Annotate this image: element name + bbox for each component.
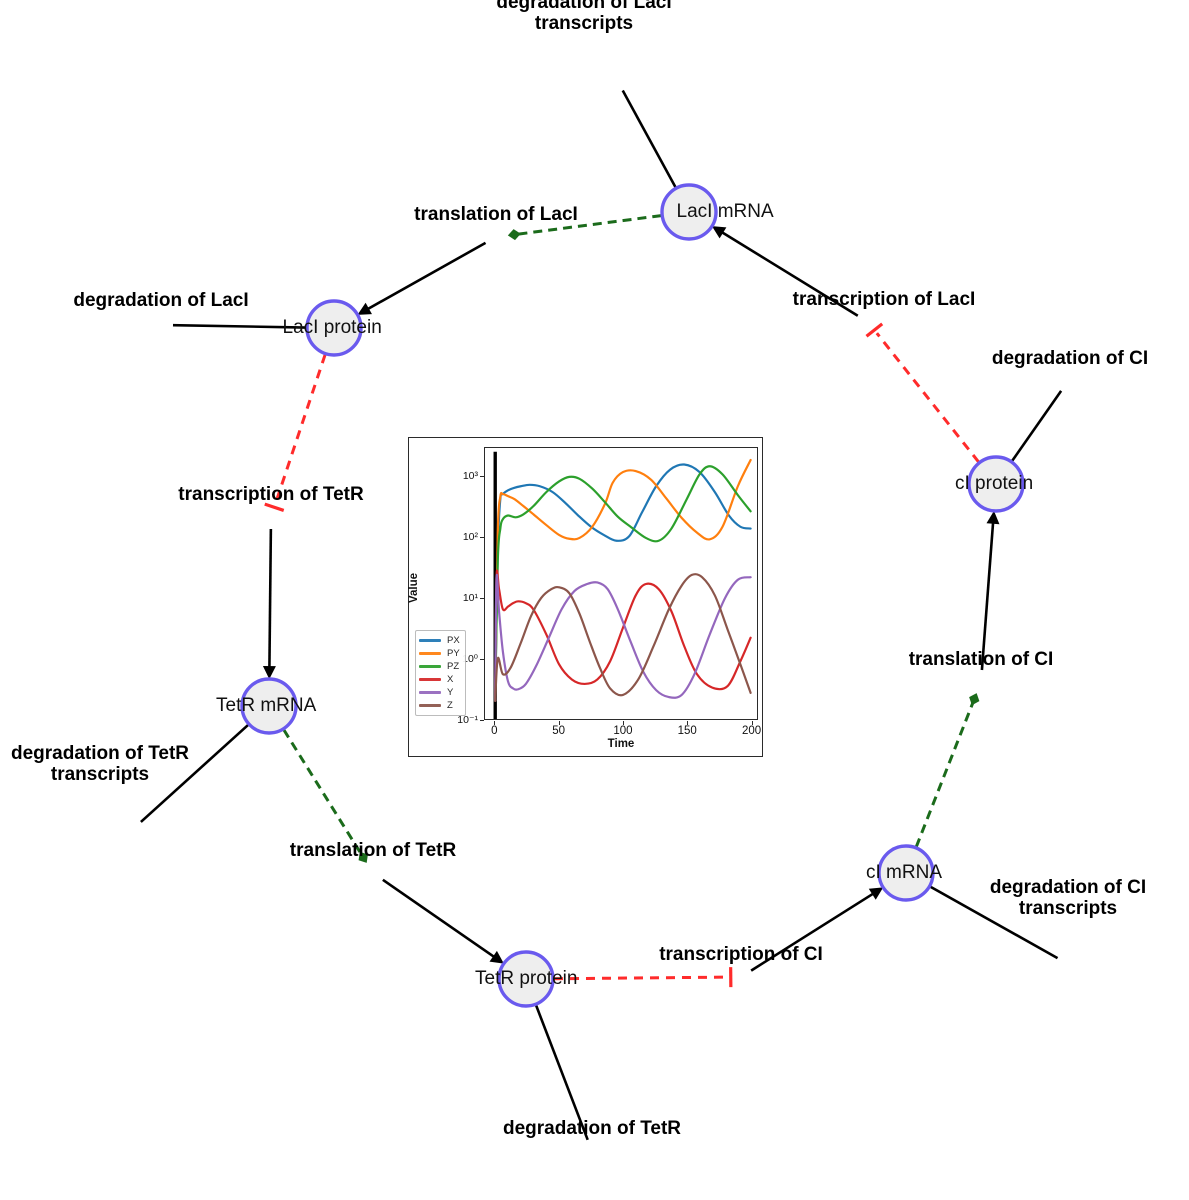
plot-y-tickmark [480,598,484,600]
plot-legend-item: PX [419,634,460,647]
edge-substrate [750,887,884,972]
plot-legend-swatch [419,665,441,668]
plot-series-layer [493,451,752,719]
plot-legend-swatch [419,639,441,642]
plot-legend-item: PY [419,647,460,660]
plot-x-tick-label: 150 [677,725,697,737]
species-node[interactable] [967,455,1025,513]
plot-legend-swatch [419,691,441,694]
plot-x-tickmark [558,721,560,725]
plot-legend-swatch [419,652,441,655]
plot-legend: PX PY PZ X Y Z [415,630,466,716]
plot-x-tick-label: 100 [613,725,633,737]
edge-substrate [1010,390,1063,462]
plot-x-tickmark [751,721,753,725]
species-label: TetR mRNA [216,695,317,716]
plot-series-Y [494,573,752,702]
plot-legend-label: PY [447,648,460,659]
reaction-label: transcription of TetR [178,484,364,505]
reaction-label: transcription of CI [659,944,823,965]
plot-x-axis-label: Time [607,738,635,750]
reaction-label: transcription of LacI [792,289,976,310]
species-label: LacI protein [282,317,382,338]
plot-series-X [494,569,752,702]
plot-y-tickmark [480,659,484,661]
reaction-label: degradation of CI transcripts [989,877,1147,919]
plot-legend-label: Z [447,700,453,711]
edge-substrate [711,226,859,317]
plot-y-tickmark [480,537,484,539]
species-node[interactable] [240,677,298,735]
edge-activation [282,728,368,863]
plot-y-tick-label: 10¹ [462,592,478,605]
plot-series-PY [494,458,752,702]
plot-legend-item: PZ [419,660,460,673]
edge-activation [507,214,662,241]
edge-inhibition [553,967,733,988]
plot-series-Z [494,573,752,702]
species-label: cI protein [955,473,1034,494]
plot-x-tick-label: 50 [552,725,566,737]
reaction-label: translation of LacI [414,204,578,225]
plot-legend-item: X [419,673,460,686]
plot-axes-frame [484,447,758,720]
species-node[interactable] [660,183,718,241]
plot-legend-swatch [419,704,441,707]
species-label: TetR protein [475,968,578,989]
edge-substrate [382,878,504,964]
reaction-label: translation of TetR [289,840,457,861]
plot-x-tickmark [687,721,689,725]
plot-x-tickmark [494,721,496,725]
plot-x-tick-label: 200 [741,725,762,737]
edge-activation [914,693,980,848]
edge-substrate [534,1004,589,1141]
plot-legend-label: PZ [447,661,460,672]
species-node[interactable] [305,299,363,357]
edge-substrate [980,510,1000,671]
plot-y-tick-label: 10² [462,531,478,544]
reaction-label: translation of CI [908,649,1054,670]
reaction-label: degradation of TetR transcripts [10,743,190,785]
edge-substrate [621,89,677,189]
plot-legend-label: PX [447,635,460,646]
plot-y-tick-label: 10³ [462,470,478,483]
reaction-label: degradation of LacI transcripts [496,0,672,34]
species-node[interactable] [497,950,555,1008]
plot-legend-item: Z [419,699,460,712]
species-label: LacI mRNA [676,201,774,222]
edge-substrate [172,323,307,329]
edge-substrate [262,528,276,680]
plot-y-tickmark [480,476,484,478]
reaction-label: degradation of LacI [73,290,249,311]
simulation-plot-inset: Value Time 10⁻¹ 10⁰ 10¹ 10² 10³ 0 50 100 150 200… [408,437,763,757]
plot-legend-swatch [419,678,441,681]
species-node[interactable] [877,844,935,902]
plot-y-tick-label: 10⁻¹ [457,714,478,726]
plot-legend-item: Y [419,686,460,699]
plot-legend-label: X [447,674,454,685]
species-label: cI mRNA [866,862,942,883]
edge-inhibition [865,322,980,463]
edge-substrate [357,241,487,315]
edge-inhibition [264,354,327,512]
plot-y-axis-label: Value [408,572,420,604]
plot-x-tickmark [622,721,624,725]
plot-y-tick-label: 10⁰ [462,653,478,666]
reaction-label: degradation of CI [991,348,1149,369]
plot-legend-label: Y [447,687,454,698]
edge-substrate [929,885,1059,960]
reaction-label: degradation of TetR [502,1118,682,1139]
edge-substrate [140,723,250,823]
plot-y-tickmark [480,720,484,721]
plot-x-tick-label: 0 [491,725,498,737]
plot-series-PX [494,463,752,702]
plot-series-PZ [494,465,752,702]
